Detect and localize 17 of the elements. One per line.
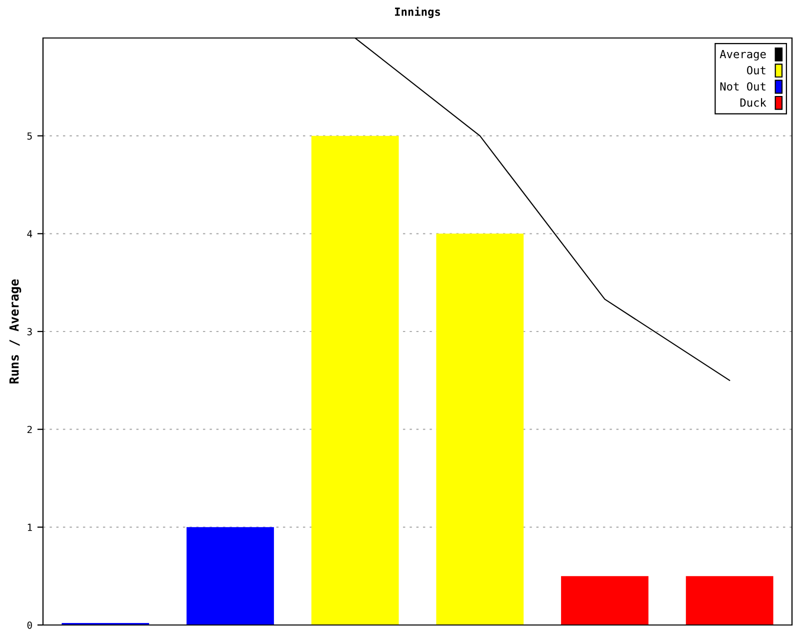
legend-label: Duck bbox=[740, 98, 766, 107]
bar bbox=[561, 576, 648, 625]
bar bbox=[436, 234, 524, 625]
bar bbox=[686, 576, 774, 625]
y-tick-label: 3 bbox=[27, 328, 32, 336]
y-tick-label: 0 bbox=[27, 622, 32, 629]
chart-title: Innings bbox=[395, 6, 440, 18]
legend-label: Average bbox=[720, 50, 766, 60]
y-axis-title: Runs / Average bbox=[9, 279, 22, 384]
legend-label: Not Out bbox=[720, 82, 766, 91]
bar bbox=[186, 527, 274, 625]
y-tick-label: 5 bbox=[27, 132, 32, 140]
legend-label: Out bbox=[747, 66, 766, 74]
y-tick-label: 1 bbox=[28, 524, 32, 531]
bar bbox=[311, 136, 399, 625]
y-tick-label: 4 bbox=[27, 230, 32, 238]
y-tick-label: 2 bbox=[27, 426, 32, 434]
